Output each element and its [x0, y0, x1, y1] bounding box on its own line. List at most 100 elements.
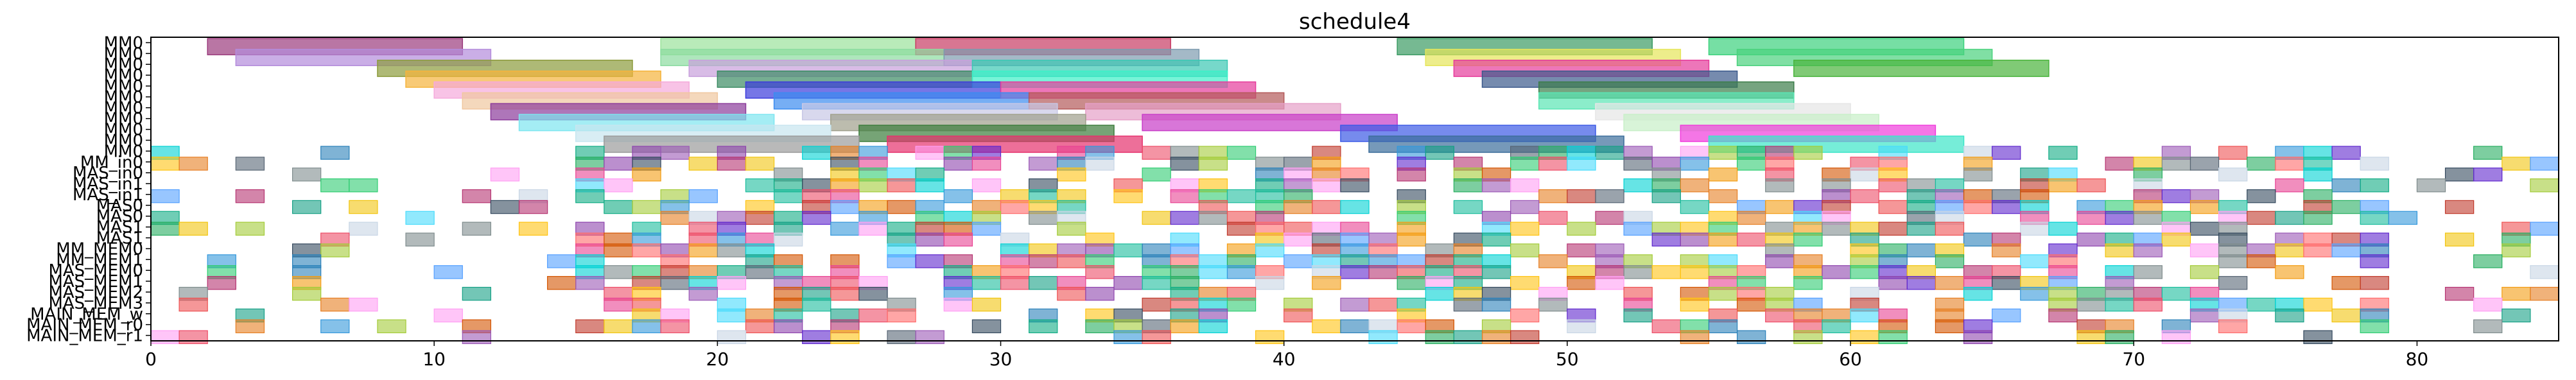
gantt-block: [604, 200, 633, 214]
gantt-block: [1708, 168, 1738, 182]
gantt-block: [1510, 200, 1540, 214]
gantt-block: [1850, 330, 1879, 344]
gantt-block: [1765, 308, 1795, 323]
gantt-block: [1000, 200, 1030, 214]
gantt-block: [1170, 157, 1199, 171]
gantt-block: [2444, 286, 2475, 301]
gantt-block: [2502, 157, 2531, 171]
gantt-block: [1113, 243, 1143, 257]
gantt-block: [604, 319, 633, 334]
gantt-block: [1538, 297, 1568, 312]
gantt-block: [1992, 200, 2021, 214]
gantt-block: [1340, 265, 1370, 279]
gantt-block: [915, 254, 944, 268]
gantt-block: [1793, 232, 1823, 246]
gantt-block: [1935, 254, 1965, 268]
gantt-block: [1142, 211, 1171, 225]
gantt-block: [604, 297, 633, 312]
gantt-block: [2076, 297, 2106, 312]
gantt-block: [1226, 189, 1257, 203]
gantt-block: [2076, 330, 2106, 344]
gantt-block: [320, 297, 350, 312]
gantt-block: [1963, 200, 1993, 214]
y-tick-label: MAS_in1: [73, 175, 143, 194]
gantt-block: [405, 232, 435, 246]
gantt-block: [688, 286, 718, 301]
gantt-block: [1793, 330, 1823, 344]
gantt-block: [915, 178, 944, 193]
gantt-block: [1085, 319, 1115, 334]
gantt-block: [632, 200, 661, 214]
gantt-block: [1142, 146, 1171, 160]
x-tick-label: 70: [2122, 349, 2145, 370]
gantt-block: [660, 276, 690, 290]
y-tick-label: MAS1: [96, 229, 143, 248]
y-tick-label: MAS_in0: [73, 164, 143, 183]
gantt-block: [1340, 297, 1370, 312]
gantt-block: [1850, 265, 1879, 279]
y-tick-label: MM0: [104, 33, 143, 53]
gantt-block: [1226, 265, 1257, 279]
gantt-block: [2360, 178, 2389, 193]
y-tick-label: MM0: [104, 55, 143, 74]
gantt-block: [2331, 308, 2361, 323]
gantt-block: [2473, 146, 2503, 160]
gantt-block: [1878, 330, 1908, 344]
gantt-block: [2275, 265, 2304, 279]
gantt-block: [1198, 211, 1228, 225]
y-tick-label: MM0: [104, 110, 143, 129]
gantt-block: [1453, 330, 1483, 344]
gantt-block: [1340, 178, 1370, 193]
gantt-block: [1142, 168, 1171, 182]
gantt-block: [2331, 146, 2361, 160]
gantt-block: [2020, 286, 2049, 301]
gantt-block: [1425, 146, 1455, 160]
gantt-block: [1284, 200, 1313, 214]
gantt-block: [2161, 286, 2191, 301]
gantt-block: [943, 232, 973, 246]
gantt-block: [1425, 286, 1455, 301]
gantt-block: [320, 146, 350, 160]
gantt-block: [2133, 243, 2163, 257]
y-tick-label: MM0: [104, 121, 143, 140]
gantt-block: [1567, 319, 1596, 334]
gantt-block: [1680, 297, 1710, 312]
gantt-block: [1057, 254, 1086, 268]
gantt-block: [1822, 265, 1851, 279]
gantt-block: [632, 319, 661, 334]
gantt-block: [604, 157, 633, 171]
gantt-block: [1029, 254, 1058, 268]
gantt-block: [1651, 319, 1681, 334]
gantt-bar: [1793, 60, 2049, 77]
chart-title: schedule4: [1298, 9, 1411, 35]
gantt-block: [1170, 319, 1199, 334]
gantt-block: [1170, 189, 1199, 203]
gantt-block: [1651, 189, 1681, 203]
gantt-block: [2161, 189, 2191, 203]
gantt-block: [1057, 221, 1086, 236]
gantt-block: [745, 157, 775, 171]
gantt-block: [2275, 211, 2304, 225]
gantt-block: [1453, 178, 1483, 193]
y-tick-label: MM0: [104, 142, 143, 161]
gantt-block: [2247, 297, 2276, 312]
gantt-block: [1708, 189, 1738, 203]
gantt-block: [802, 146, 831, 160]
gantt-block: [604, 265, 633, 279]
plot-frame: [150, 37, 2559, 341]
y-tick-label: MM0: [104, 88, 143, 107]
gantt-block: [1284, 254, 1313, 268]
gantt-block: [2444, 232, 2475, 246]
gantt-block: [1992, 308, 2021, 323]
gantt-block: [717, 243, 747, 257]
gantt-block: [1595, 189, 1624, 203]
gantt-block: [349, 178, 378, 193]
gantt-block: [2048, 146, 2078, 160]
gantt-block: [1822, 221, 1851, 236]
y-tick-label: MM0: [104, 66, 143, 85]
y-tick-label: MM_in0: [80, 153, 143, 172]
gantt-block: [604, 178, 633, 193]
gantt-block: [1850, 189, 1879, 203]
gantt-block: [2303, 168, 2333, 182]
y-tick-label: MAS0: [96, 207, 143, 227]
